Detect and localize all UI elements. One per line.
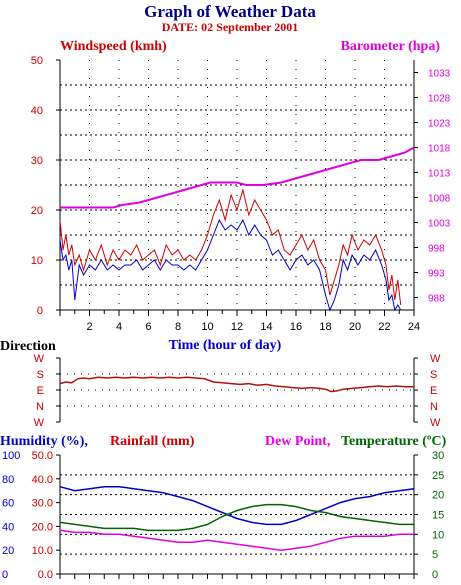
windspeed-axis-label: Windspeed (kmh) <box>60 39 167 54</box>
direction-panel: W WS SE EN NW W <box>34 353 441 429</box>
barometer-tick-label: 1023 <box>428 119 451 130</box>
temperature-tick-label: 0 <box>432 569 438 581</box>
time-tick-label: 18 <box>319 321 331 333</box>
wind-y-tick-label: 50 <box>31 55 43 67</box>
barometer-tick-label: 1033 <box>428 69 451 80</box>
time-tick-label: 10 <box>201 321 213 333</box>
temperature-tick-label: 20 <box>432 490 444 502</box>
temperature-tick-label: 10 <box>432 529 444 541</box>
humidity-tick-label: 80 <box>2 474 14 486</box>
barometer-tick-label: 998 <box>428 244 445 255</box>
time-tick-label: 8 <box>175 321 181 333</box>
rainfall-tick-label: 40.0 <box>32 474 53 486</box>
direction-title: Direction <box>0 339 56 354</box>
humidity-axis-label: Humidity (%), <box>0 434 88 449</box>
rainfall-tick-label: 30.0 <box>32 498 53 510</box>
rainfall-tick-label: 0.0 <box>38 569 53 581</box>
rainfall-tick-label: 50.0 <box>32 450 53 462</box>
time-tick-label: 6 <box>145 321 151 333</box>
time-tick-label: 22 <box>378 321 390 333</box>
direction-tick-label-right: E <box>430 385 437 397</box>
direction-tick-label: W <box>34 417 45 429</box>
series-line-barometer <box>60 146 415 209</box>
rainfall-tick-label: 10.0 <box>32 545 53 557</box>
time-tick-label: 4 <box>116 321 122 333</box>
chart-title: Graph of Weather Data <box>144 2 316 21</box>
series-line-windspeed <box>59 188 402 306</box>
direction-tick-label: W <box>34 353 45 365</box>
barometer-axis-label: Barometer (hpa) <box>341 39 441 54</box>
direction-tick-label-right: W <box>430 417 441 429</box>
rainfall-axis-label: Rainfall (mm) <box>110 434 195 449</box>
time-tick-label: 12 <box>231 321 243 333</box>
barometer-tick-label: 993 <box>428 269 445 280</box>
barometer-tick-label: 1028 <box>428 94 451 105</box>
direction-tick-label: N <box>36 401 44 413</box>
humidity-tick-label: 40 <box>2 521 14 533</box>
time-tick-label: 20 <box>349 321 361 333</box>
chart-date: DATE: 02 September 2001 <box>162 20 299 34</box>
time-tick-label: 2 <box>86 321 92 333</box>
time-axis-label: Time (hour of day) <box>169 338 282 353</box>
barometer-tick-label: 1003 <box>428 219 451 230</box>
humidity-panel: 0 5 10 15 20 25 30 0 0.0 20 10.0 40 20.0 60 30.0 80 40.0… <box>2 450 444 581</box>
dewpoint-axis-label: Dew Point, <box>265 434 330 449</box>
temperature-axis-label: Temperature (ºC) <box>341 434 447 449</box>
time-tick-label: 24 <box>408 321 420 333</box>
barometer-tick-label: 1008 <box>428 194 451 205</box>
temperature-tick-label: 15 <box>432 510 444 522</box>
series-line-gust <box>59 218 402 312</box>
direction-tick-label: E <box>37 385 44 397</box>
wind-y-tick-label: 20 <box>31 205 43 217</box>
barometer-tick-label: 988 <box>428 294 445 305</box>
humidity-tick-label: 0 <box>2 569 8 581</box>
direction-tick-label: S <box>37 369 44 381</box>
direction-tick-label-right: W <box>430 353 441 365</box>
barometer-tick-label: 1013 <box>428 169 451 180</box>
wind-y-tick-label: 40 <box>31 105 43 117</box>
series-line-dew_point <box>59 529 414 551</box>
rainfall-tick-label: 20.0 <box>32 521 53 533</box>
time-tick-label: 16 <box>290 321 302 333</box>
series-line-humidity <box>59 485 415 526</box>
series-line-direction <box>59 376 414 393</box>
series-line-temperature <box>59 503 414 532</box>
humidity-tick-label: 100 <box>2 450 20 462</box>
barometer-tick-label: 1018 <box>428 144 451 155</box>
wind-y-tick-label: 10 <box>31 255 43 267</box>
temperature-tick-label: 25 <box>432 470 444 482</box>
temperature-tick-label: 5 <box>432 549 438 561</box>
wind-y-tick-label: 30 <box>31 155 43 167</box>
humidity-tick-label: 60 <box>2 498 14 510</box>
humidity-tick-label: 20 <box>2 545 14 557</box>
time-tick-label: 14 <box>260 321 272 333</box>
direction-tick-label-right: S <box>430 369 437 381</box>
wind-panel: 0102030405098899399810031008101310181023… <box>31 55 451 333</box>
wind-y-tick-label: 0 <box>37 305 43 317</box>
direction-tick-label-right: N <box>430 401 438 413</box>
temperature-tick-label: 30 <box>432 450 444 462</box>
